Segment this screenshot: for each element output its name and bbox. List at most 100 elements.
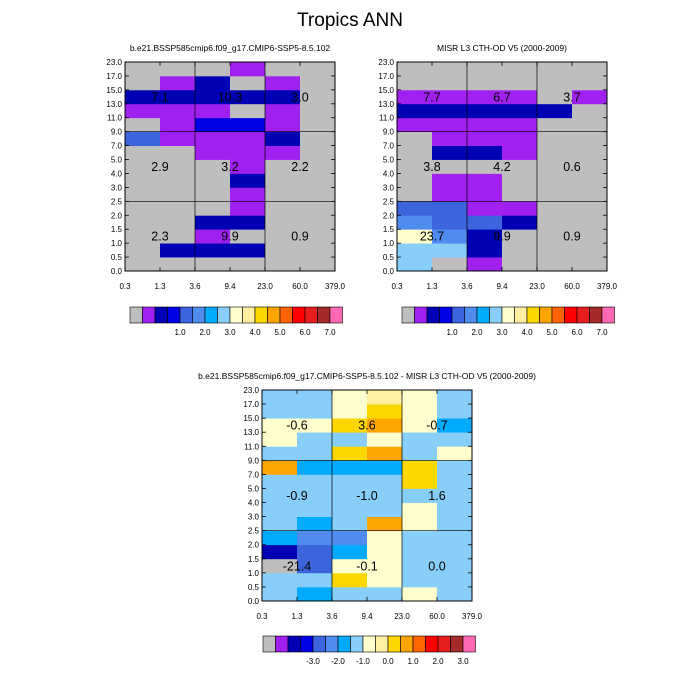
colorbar-label: 5.0 [274, 328, 286, 337]
heatmap-cell [160, 145, 196, 160]
heatmap-cell [265, 173, 301, 188]
heatmap-cell [397, 201, 433, 216]
heatmap-cell [297, 586, 333, 602]
region-total-label: 3.2 [221, 160, 238, 174]
heatmap-cell [297, 446, 333, 461]
heatmap-cell [265, 89, 301, 105]
heatmap-cell [195, 173, 231, 188]
heatmap-cell [467, 229, 503, 244]
region-total-label: 7.7 [423, 90, 440, 104]
x-tick-label: 0.3 [391, 282, 403, 291]
heatmap-cell [467, 117, 503, 133]
heatmap-cell [432, 243, 468, 258]
y-tick-label: 15.0 [378, 86, 394, 95]
colorbar-swatch [179, 306, 193, 324]
heatmap-cell [300, 201, 336, 216]
heatmap-cell [537, 75, 573, 91]
colorbar-swatch [142, 306, 156, 324]
heatmap-cell [467, 187, 503, 202]
colorbar-label: 5.0 [546, 328, 558, 337]
heatmap-cell [300, 257, 336, 272]
heatmap-cell [502, 131, 538, 146]
y-tick-label: 23.0 [106, 58, 122, 67]
y-tick-label: 1.0 [248, 569, 260, 578]
heatmap-cell [332, 488, 368, 503]
panel-title: b.e21.BSSP585cmip6.f09_g17.CMIP6-SSP5-8.… [130, 43, 331, 53]
colorbar-swatch [462, 635, 476, 653]
heatmap-cell [402, 530, 438, 546]
heatmap-cell [397, 103, 433, 119]
region-total-label: 6.7 [493, 90, 510, 104]
heatmap-cell [125, 229, 161, 244]
heatmap-cell [397, 257, 433, 272]
colorbar-swatch [167, 306, 181, 324]
colorbar-label: 6.0 [299, 328, 311, 337]
colorbar-label: 1.0 [174, 328, 186, 337]
region-total-label: 1.6 [428, 489, 445, 503]
heatmap-cell [397, 229, 433, 244]
colorbar-label: 1.0 [407, 657, 419, 666]
heatmap-cell [230, 173, 266, 188]
heatmap-cell [437, 460, 473, 475]
colorbar-label: 3.0 [496, 328, 508, 337]
page-title: Tropics ANN [297, 10, 403, 31]
colorbar-swatch [476, 306, 490, 324]
colorbar-swatch [576, 306, 590, 324]
colorbar-swatch [412, 635, 426, 653]
heatmap-cell [160, 257, 196, 272]
heatmap-cell [297, 432, 333, 447]
heatmap-cell [262, 558, 298, 574]
heatmap-cell [265, 159, 301, 174]
y-tick-label: 2.5 [111, 197, 123, 206]
heatmap-cell [467, 75, 503, 91]
heatmap-cell [502, 89, 538, 105]
colorbar-swatch [425, 635, 439, 653]
heatmap-cell [397, 243, 433, 258]
region-total-label: 9.9 [221, 230, 238, 244]
colorbar-label: -2.0 [331, 657, 345, 666]
x-tick-label: 3.6 [326, 612, 338, 621]
heatmap-cell [572, 103, 608, 119]
heatmap-cell [367, 390, 403, 405]
heatmap-cell [467, 103, 503, 119]
y-tick-label: 0.0 [248, 597, 260, 606]
y-tick-label: 4.0 [111, 169, 123, 178]
heatmap-cell [502, 187, 538, 202]
heatmap-cell [572, 89, 608, 105]
heatmap-cell [467, 243, 503, 258]
y-tick-label: 0.5 [111, 253, 123, 262]
region-total-label: -21.4 [283, 559, 312, 573]
x-tick-label: 379.0 [462, 612, 483, 621]
heatmap-cell [230, 103, 266, 119]
y-tick-label: 15.0 [243, 414, 259, 423]
heatmap-cell [432, 257, 468, 272]
heatmap-cell [397, 89, 433, 105]
y-tick-label: 13.0 [106, 100, 122, 109]
y-tick-label: 11.0 [379, 114, 395, 123]
region-total-label: 23.7 [420, 230, 444, 244]
x-tick-label: 0.3 [256, 612, 268, 621]
region-total-label: 2.9 [151, 160, 168, 174]
heatmap-cell [125, 62, 161, 77]
heatmap-cell [160, 201, 196, 216]
x-tick-label: 9.4 [361, 612, 373, 621]
x-tick-label: 1.3 [426, 282, 438, 291]
heatmap-cell [230, 201, 266, 216]
y-tick-label: 3.0 [248, 513, 260, 522]
colorbar-swatch [154, 306, 168, 324]
heatmap-cell [572, 201, 608, 216]
heatmap-cell [437, 586, 473, 602]
heatmap-cell [367, 488, 403, 503]
heatmap-cell [437, 446, 473, 461]
panel-title: b.e21.BSSP585cmip6.f09_g17.CMIP6-SSP5-8.… [198, 371, 536, 381]
colorbar-label: 6.0 [571, 328, 583, 337]
colorbar-swatch [275, 635, 289, 653]
heatmap-cell [437, 474, 473, 489]
y-tick-label: 2.0 [111, 211, 123, 220]
heatmap-cell [367, 446, 403, 461]
colorbar-swatch [362, 635, 376, 653]
heatmap-cell [467, 62, 503, 77]
heatmap-cell [160, 103, 196, 119]
region-total-label: 0.9 [563, 230, 580, 244]
